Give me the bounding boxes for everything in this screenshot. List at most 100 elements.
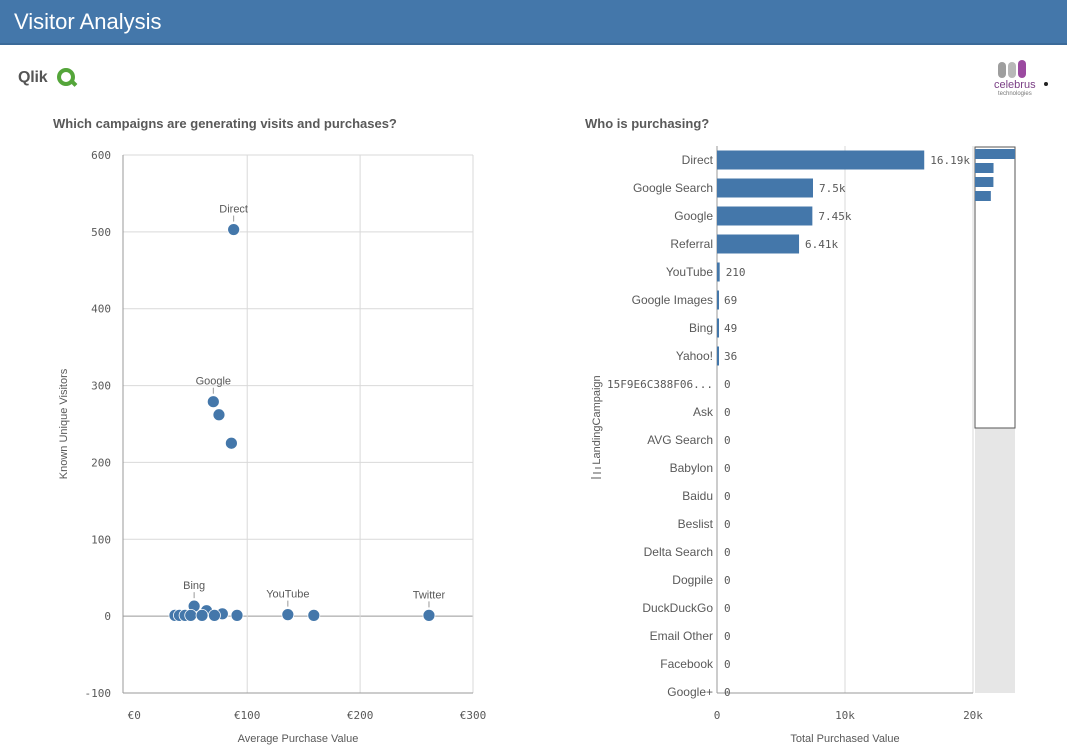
category-label: Baidu	[682, 489, 713, 503]
scatter-point[interactable]	[184, 608, 198, 622]
bar-value-label: 36	[724, 350, 737, 363]
category-label: Babylon	[670, 461, 713, 475]
category-label: Beslist	[678, 517, 714, 531]
bar[interactable]	[717, 234, 800, 254]
category-label: Bing	[689, 321, 713, 335]
point-label: YouTube	[266, 589, 309, 601]
minimap-bar	[975, 191, 991, 201]
scatter-chart[interactable]: -100 0 100 200 300 400 500 600 €0 €100 €200 €300 Ave…	[50, 145, 490, 750]
scrollbar-thumb[interactable]	[974, 146, 1016, 429]
y-tick-label: 300	[91, 380, 111, 393]
category-label: Google Search	[633, 181, 713, 195]
bar[interactable]	[717, 290, 719, 310]
scatter-point[interactable]	[208, 608, 221, 622]
x-tick-label: €0	[128, 709, 141, 722]
bar-value-label: 0	[724, 462, 731, 475]
sort-icon[interactable]	[591, 467, 601, 479]
scatter-chart-title: Which campaigns are generating visits an…	[53, 116, 397, 131]
y-tick-label: 500	[91, 226, 111, 239]
page-title: Visitor Analysis	[14, 9, 162, 34]
y-tick-label: 100	[91, 533, 111, 546]
scatter-point[interactable]	[422, 608, 436, 622]
category-label: YouTube	[666, 265, 713, 279]
x-tick-label: 0	[714, 709, 721, 722]
celebrus-logo: celebrus technologies	[990, 60, 1054, 102]
bar[interactable]	[717, 262, 720, 282]
celebrus-logo-text: celebrus	[994, 79, 1036, 91]
category-label: Yahoo!	[676, 349, 713, 363]
qlik-logo-icon	[57, 68, 75, 86]
bar-value-label: 0	[724, 490, 731, 503]
bar-value-label: 49	[724, 322, 737, 335]
scatter-point[interactable]	[195, 608, 209, 622]
minimap-bar	[975, 177, 994, 187]
bar-value-label: 0	[724, 630, 731, 643]
x-axis-label: Average Purchase Value	[238, 733, 359, 745]
scatter-point[interactable]	[230, 608, 244, 622]
bar-value-label: 7.45k	[818, 210, 851, 223]
bar-value-label: 0	[724, 434, 731, 447]
bar-value-label: 0	[724, 546, 731, 559]
bar-value-label: 0	[724, 378, 731, 391]
minimap-bar	[975, 149, 1015, 159]
bar-value-label: 69	[724, 294, 737, 307]
bar-chart-title: Who is purchasing?	[585, 116, 710, 131]
point-label: Bing	[183, 580, 205, 592]
qlik-logo: Qlik	[18, 67, 98, 91]
bar-value-label: 6.41k	[805, 238, 838, 251]
app-header: Visitor Analysis	[0, 0, 1067, 45]
category-label: AVG Search	[647, 433, 713, 447]
category-label: Email Other	[650, 629, 713, 643]
bar-value-label: 16.19k	[930, 154, 970, 167]
category-label: Google+	[667, 685, 713, 699]
scatter-point[interactable]	[212, 408, 226, 422]
x-axis-label: Total Purchased Value	[790, 733, 899, 745]
bar[interactable]	[717, 346, 719, 366]
category-label: 15F9E6C388F06...	[607, 378, 713, 391]
category-label: Facebook	[660, 657, 714, 671]
scatter-point[interactable]	[281, 608, 295, 622]
category-label: Direct	[682, 153, 714, 167]
bar[interactable]	[717, 150, 925, 170]
scatter-point[interactable]	[206, 395, 220, 409]
bar-value-label: 0	[724, 406, 731, 419]
bar-value-label: 0	[724, 574, 731, 587]
x-tick-label: 20k	[963, 709, 983, 722]
bar[interactable]	[717, 206, 813, 226]
x-tick-label: €200	[347, 709, 374, 722]
category-label: Referral	[670, 237, 713, 251]
x-tick-label: 10k	[835, 709, 855, 722]
bar[interactable]	[717, 178, 813, 198]
x-tick-label: €300	[460, 709, 487, 722]
y-tick-label: -100	[85, 687, 112, 700]
x-tick-label: €100	[234, 709, 261, 722]
bar-value-label: 0	[724, 518, 731, 531]
y-tick-label: 600	[91, 149, 111, 162]
bar-chart[interactable]: 0 10k 20k Direct 16.19k Google Search 7.5k Goog…	[585, 140, 1025, 750]
category-label: DuckDuckGo	[642, 601, 713, 615]
y-axis-label: Known Unique Visitors	[58, 368, 70, 479]
scatter-point[interactable]	[224, 436, 238, 450]
category-label: Google	[674, 209, 713, 223]
bar-value-label: 0	[724, 686, 731, 699]
bar-value-label: 7.5k	[819, 182, 846, 195]
bar-value-label: 0	[724, 658, 731, 671]
qlik-logo-text: Qlik	[18, 69, 48, 86]
y-tick-label: 0	[104, 610, 111, 623]
category-label: Dogpile	[672, 573, 713, 587]
celebrus-logo-subtext: technologies	[998, 91, 1032, 97]
category-label: Delta Search	[644, 545, 713, 559]
y-tick-label: 200	[91, 456, 111, 469]
category-label: Ask	[693, 405, 714, 419]
bar-value-label: 0	[724, 602, 731, 615]
point-label: Direct	[219, 204, 248, 216]
bar[interactable]	[717, 318, 719, 338]
bar-value-label: 210	[726, 266, 746, 279]
point-label: Google	[196, 376, 231, 388]
minimap-bar	[975, 163, 994, 173]
scatter-point[interactable]	[307, 608, 321, 622]
y-axis-label: LandingCampaign	[591, 375, 603, 464]
category-label: Google Images	[632, 293, 713, 307]
point-label: Twitter	[413, 589, 446, 601]
scatter-point[interactable]	[227, 223, 241, 236]
